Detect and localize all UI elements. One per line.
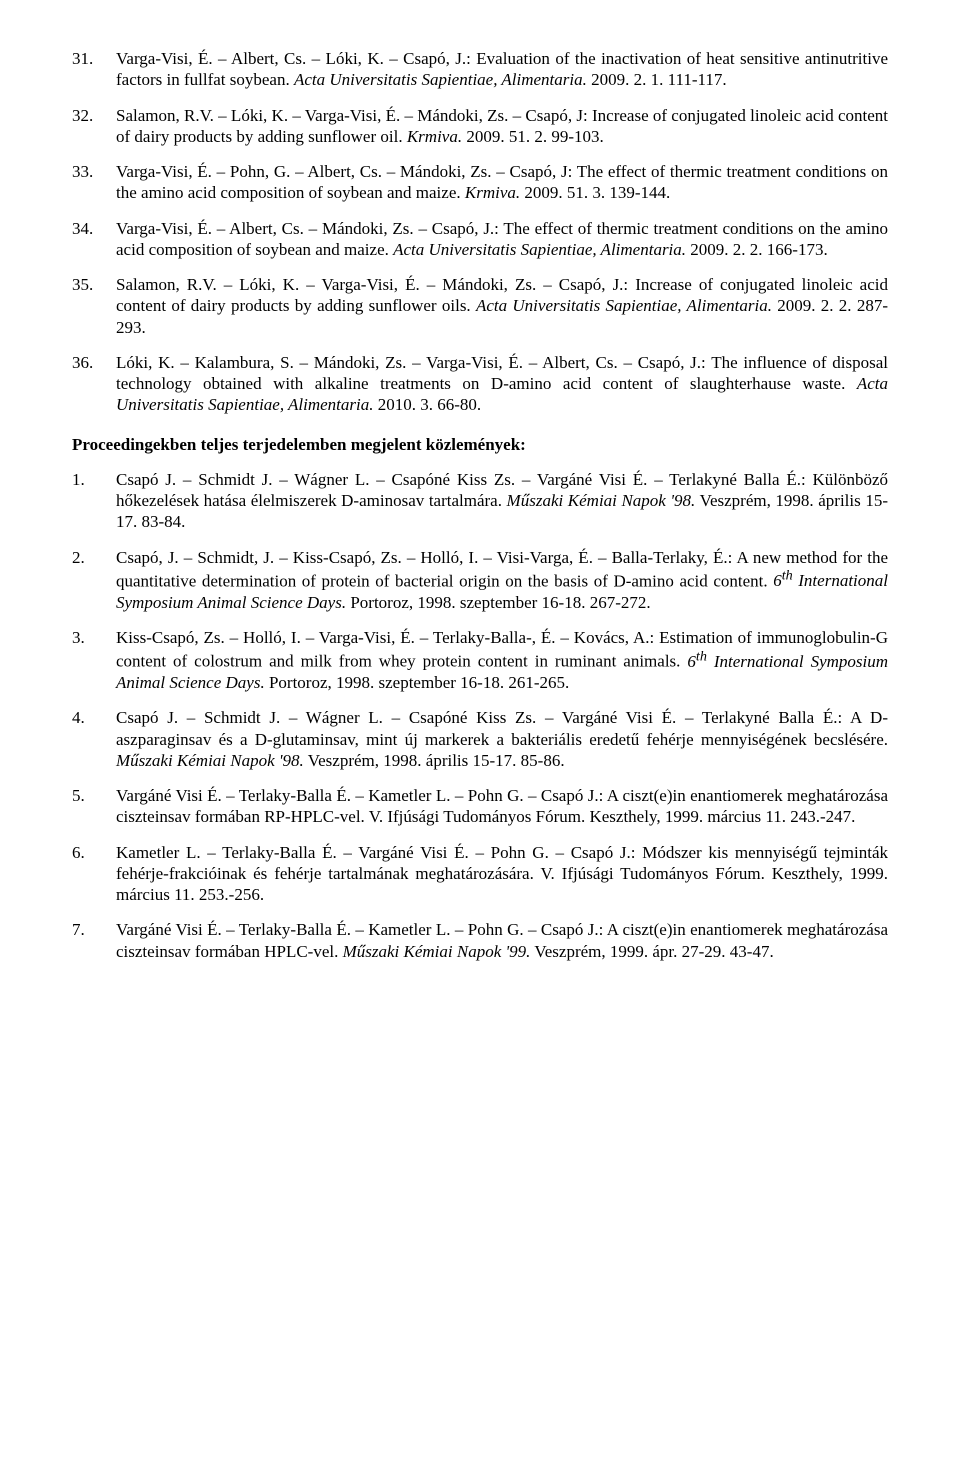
reference-text: Lóki, K. – Kalambura, S. – Mándoki, Zs. … xyxy=(116,352,888,416)
reference-number: 35. xyxy=(72,274,116,338)
reference-item: 32.Salamon, R.V. – Lóki, K. – Varga-Visi… xyxy=(72,105,888,148)
reference-item: 3.Kiss-Csapó, Zs. – Holló, I. – Varga-Vi… xyxy=(72,627,888,693)
reference-item: 33.Varga-Visi, É. – Pohn, G. – Albert, C… xyxy=(72,161,888,204)
top-reference-list: 31.Varga-Visi, É. – Albert, Cs. – Lóki, … xyxy=(72,48,888,416)
reference-text: Csapó J. – Schmidt J. – Wágner L. – Csap… xyxy=(116,707,888,771)
reference-text: Salamon, R.V. – Lóki, K. – Varga-Visi, É… xyxy=(116,105,888,148)
reference-number: 4. xyxy=(72,707,116,771)
reference-item: 4.Csapó J. – Schmidt J. – Wágner L. – Cs… xyxy=(72,707,888,771)
reference-item: 36.Lóki, K. – Kalambura, S. – Mándoki, Z… xyxy=(72,352,888,416)
reference-item: 5.Vargáné Visi É. – Terlaky-Balla É. – K… xyxy=(72,785,888,828)
reference-number: 31. xyxy=(72,48,116,91)
reference-item: 34.Varga-Visi, É. – Albert, Cs. – Mándok… xyxy=(72,218,888,261)
section-heading: Proceedingekben teljes terjedelemben meg… xyxy=(72,434,888,455)
reference-text: Csapó, J. – Schmidt, J. – Kiss-Csapó, Zs… xyxy=(116,547,888,613)
reference-item: 31.Varga-Visi, É. – Albert, Cs. – Lóki, … xyxy=(72,48,888,91)
reference-number: 3. xyxy=(72,627,116,693)
reference-text: Varga-Visi, É. – Albert, Cs. – Lóki, K. … xyxy=(116,48,888,91)
reference-number: 5. xyxy=(72,785,116,828)
reference-text: Csapó J. – Schmidt J. – Wágner L. – Csap… xyxy=(116,469,888,533)
reference-item: 35.Salamon, R.V. – Lóki, K. – Varga-Visi… xyxy=(72,274,888,338)
reference-number: 33. xyxy=(72,161,116,204)
reference-number: 34. xyxy=(72,218,116,261)
reference-text: Kametler L. – Terlaky-Balla É. – Vargáné… xyxy=(116,842,888,906)
reference-text: Vargáné Visi É. – Terlaky-Balla É. – Kam… xyxy=(116,919,888,962)
reference-text: Vargáné Visi É. – Terlaky-Balla É. – Kam… xyxy=(116,785,888,828)
reference-item: 6.Kametler L. – Terlaky-Balla É. – Vargá… xyxy=(72,842,888,906)
reference-number: 32. xyxy=(72,105,116,148)
bottom-reference-list: 1.Csapó J. – Schmidt J. – Wágner L. – Cs… xyxy=(72,469,888,962)
reference-number: 1. xyxy=(72,469,116,533)
reference-number: 7. xyxy=(72,919,116,962)
reference-text: Varga-Visi, É. – Albert, Cs. – Mándoki, … xyxy=(116,218,888,261)
reference-number: 6. xyxy=(72,842,116,906)
reference-text: Varga-Visi, É. – Pohn, G. – Albert, Cs. … xyxy=(116,161,888,204)
reference-item: 2.Csapó, J. – Schmidt, J. – Kiss-Csapó, … xyxy=(72,547,888,613)
reference-text: Salamon, R.V. – Lóki, K. – Varga-Visi, É… xyxy=(116,274,888,338)
reference-item: 1.Csapó J. – Schmidt J. – Wágner L. – Cs… xyxy=(72,469,888,533)
reference-text: Kiss-Csapó, Zs. – Holló, I. – Varga-Visi… xyxy=(116,627,888,693)
reference-number: 2. xyxy=(72,547,116,613)
reference-number: 36. xyxy=(72,352,116,416)
reference-item: 7.Vargáné Visi É. – Terlaky-Balla É. – K… xyxy=(72,919,888,962)
